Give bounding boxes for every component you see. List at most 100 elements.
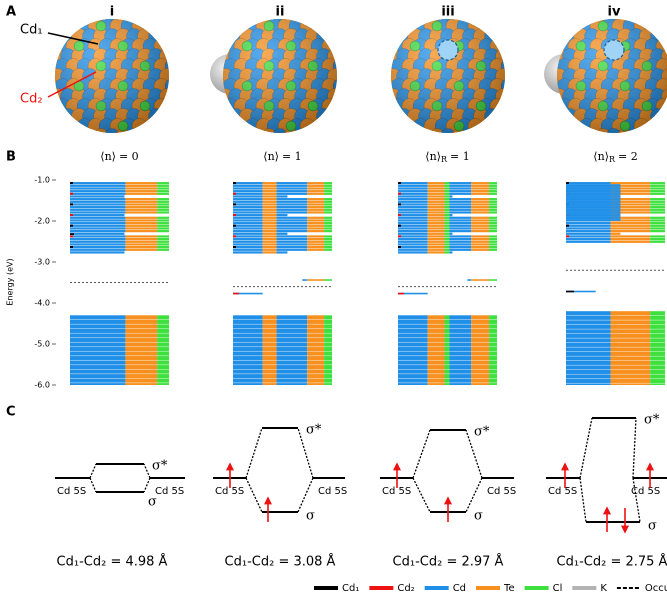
level-segment [610, 222, 651, 225]
level-segment [70, 208, 126, 211]
level-segment [233, 224, 263, 227]
level-segment [471, 224, 490, 227]
level-segment [449, 232, 453, 235]
band [610, 311, 651, 385]
cd-level [398, 246, 401, 249]
band [70, 315, 126, 385]
level-segment [307, 206, 325, 209]
distance-label: Cd₁-Cd₂ = 3.08 Å [225, 554, 336, 570]
level-segment [157, 240, 169, 243]
level-segment [427, 203, 445, 206]
level-segment [610, 238, 651, 241]
band-gap [70, 319, 169, 320]
cd-level [233, 246, 236, 249]
level-segment [125, 248, 158, 251]
band-gap [233, 328, 332, 330]
pointer [47, 71, 97, 98]
level-segment [444, 216, 450, 219]
level-segment [324, 243, 332, 246]
level-segment [307, 208, 325, 211]
level-segment [157, 227, 169, 230]
distance-label: Cd₁-Cd₂ = 4.98 Å [57, 554, 168, 570]
y-tick-label: -1.0 [34, 176, 50, 185]
cd-level [70, 182, 73, 185]
occupancy-symbol: ⟨n⟩ [425, 150, 441, 163]
band-gap [70, 323, 169, 325]
level-segment [262, 184, 277, 187]
level-segment [427, 230, 445, 233]
band-gap [70, 382, 169, 384]
level-segment [125, 192, 158, 195]
level-segment [307, 190, 325, 193]
cd-level [233, 214, 236, 217]
level-segment [650, 216, 665, 219]
connector [297, 477, 314, 513]
band [276, 315, 308, 385]
band [566, 311, 611, 385]
band-gap [70, 364, 169, 366]
level-segment [157, 222, 169, 225]
level-segment [650, 227, 665, 230]
level-segment [398, 230, 428, 233]
occupancy-symbol: ⟨n⟩ [263, 150, 279, 163]
level-segment [444, 235, 450, 238]
level-segment [125, 243, 158, 246]
shading [391, 19, 505, 133]
vacancy [437, 39, 459, 61]
level-segment [471, 187, 490, 190]
level-segment [610, 182, 651, 185]
level-segment [449, 195, 453, 198]
level-segment [70, 235, 126, 238]
level-segment [70, 251, 125, 254]
level-segment [262, 187, 277, 190]
level-segment [233, 243, 263, 246]
level-segment [262, 182, 277, 185]
level-segment [70, 232, 125, 235]
level-segment [324, 238, 332, 241]
orbital-label: Cd 5S [548, 486, 577, 497]
level-segment [444, 230, 450, 233]
level-segment [233, 227, 263, 230]
level-segment [650, 235, 665, 238]
level-segment [449, 235, 472, 238]
cluster [557, 19, 667, 133]
band-gap [566, 319, 665, 321]
level-segment [444, 200, 450, 203]
level-segment [427, 195, 445, 198]
cluster [223, 19, 337, 133]
level-segment [449, 243, 472, 246]
band-gap [566, 373, 665, 375]
level-segment [398, 224, 428, 227]
cd-level [233, 235, 236, 238]
band-gap [566, 315, 665, 316]
level-segment [566, 232, 611, 235]
shading [55, 19, 169, 133]
occupancy-symbol: ⟨n⟩ [100, 150, 116, 163]
level-segment [233, 240, 263, 243]
level-segment [444, 206, 450, 209]
level-segment [444, 219, 450, 222]
level-segment [276, 214, 288, 217]
level-segment [157, 182, 169, 185]
level-segment [70, 230, 126, 233]
band-gap [566, 333, 665, 334]
level-segment [444, 227, 450, 230]
column-label: iv [608, 5, 621, 20]
level-segment [262, 195, 277, 198]
band-gap [233, 346, 332, 348]
level-segment [444, 251, 450, 254]
level-segment [125, 230, 158, 233]
level-segment [566, 235, 611, 238]
level-segment [233, 192, 263, 195]
band-gap [566, 342, 665, 343]
cd-level [398, 292, 404, 295]
level-segment [398, 214, 428, 217]
level-segment [471, 227, 490, 230]
level-segment [566, 224, 611, 227]
level-segment [262, 198, 277, 201]
cd-level [70, 214, 73, 217]
level-segment [233, 232, 263, 235]
level-segment [398, 200, 428, 203]
level-segment [307, 203, 325, 206]
level-segment [489, 238, 497, 241]
